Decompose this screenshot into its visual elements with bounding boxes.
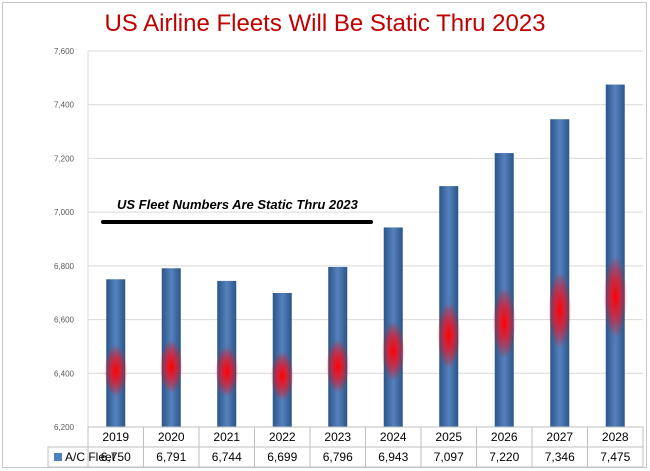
data-label: 7,475 xyxy=(600,450,630,464)
table-data-row xyxy=(47,446,644,468)
bar-glow xyxy=(548,271,572,349)
y-tick-label: 7,200 xyxy=(54,154,75,163)
x-tick-label: 2025 xyxy=(435,430,462,444)
bar-glow xyxy=(270,351,294,401)
y-tick-label: 6,400 xyxy=(54,369,75,378)
bar-glow xyxy=(159,339,183,394)
data-label: 6,750 xyxy=(101,450,131,464)
annotation-text: US Fleet Numbers Are Static Thru 2023 xyxy=(117,197,359,212)
data-label: 6,943 xyxy=(378,450,408,464)
x-tick-label: 2024 xyxy=(380,430,407,444)
x-tick-label: 2021 xyxy=(213,430,240,444)
data-label: 6,744 xyxy=(212,450,242,464)
bar-glow xyxy=(381,321,405,382)
bar-glow xyxy=(215,345,239,398)
y-tick-label: 7,400 xyxy=(54,101,75,110)
x-tick-label: 2020 xyxy=(158,430,185,444)
x-tick-label: 2019 xyxy=(102,430,129,444)
bar-glow xyxy=(437,302,461,369)
series-label: A/C Fleet xyxy=(65,450,116,464)
data-label: 6,791 xyxy=(156,450,186,464)
bars xyxy=(104,84,627,428)
data-table: A/C Fleet 2019 6,750 2020 6,791 2021 6,744 2022… xyxy=(47,426,644,468)
y-tick-label: 7,000 xyxy=(54,208,75,217)
y-tick-label: 6,600 xyxy=(54,316,75,325)
y-tick-label: 6,200 xyxy=(54,423,75,432)
x-tick-label: 2022 xyxy=(269,430,296,444)
chart-title: US Airline Fleets Will Be Static Thru 20… xyxy=(104,10,545,37)
y-tick-label: 7,600 xyxy=(54,47,75,56)
x-tick-label: 2026 xyxy=(491,430,518,444)
x-tick-label: 2023 xyxy=(324,430,351,444)
x-tick-label: 2028 xyxy=(602,430,629,444)
y-axis-ticks: 6,200 6,400 6,600 6,800 7,000 7,200 7,400 7,600 xyxy=(54,47,75,432)
bar-glow xyxy=(104,345,128,397)
legend-key xyxy=(54,453,62,461)
bar-glow xyxy=(492,286,516,359)
data-label: 7,220 xyxy=(489,450,519,464)
bar-glow xyxy=(326,339,350,393)
bar-glow xyxy=(603,255,627,339)
y-tick-label: 6,800 xyxy=(54,262,75,271)
data-label: 7,097 xyxy=(434,450,464,464)
x-tick-label: 2027 xyxy=(546,430,573,444)
data-label: 6,699 xyxy=(267,450,297,464)
data-label: 6,796 xyxy=(323,450,353,464)
data-label: 7,346 xyxy=(545,450,575,464)
